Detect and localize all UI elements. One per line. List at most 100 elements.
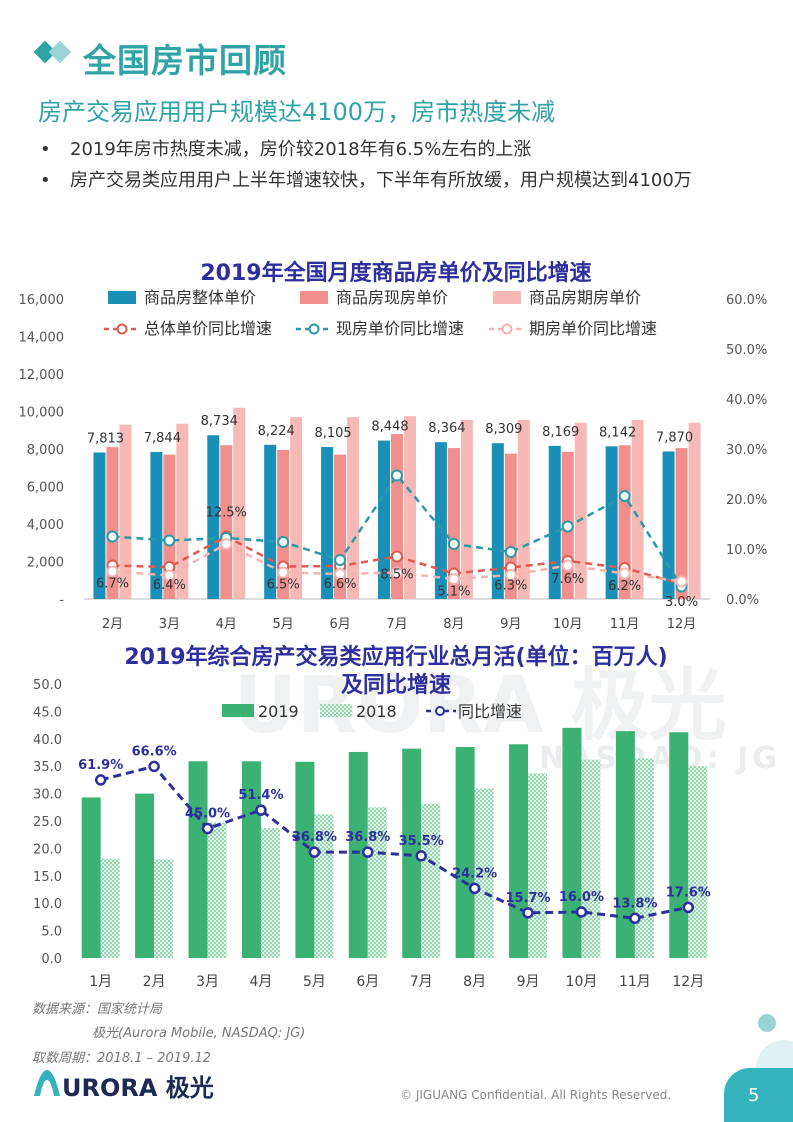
legend-label: 2018 <box>356 702 397 721</box>
bar-data-label: 8,734 <box>201 414 238 429</box>
bar <box>509 744 529 958</box>
y-right-tick-label: 50.0% <box>726 343 767 358</box>
bar <box>675 448 688 599</box>
bar-data-label: 8,309 <box>485 422 522 437</box>
bar <box>207 822 227 958</box>
bar <box>404 416 416 599</box>
bar <box>634 758 654 958</box>
bar <box>295 761 315 958</box>
line-point <box>391 469 403 482</box>
bullet-list: 2019年房市热度未减，房价较2018年有6.5%左右的上涨 房产交易类应用用户… <box>38 137 758 199</box>
line-data-label: 45.0% <box>185 807 230 822</box>
line-point <box>504 569 517 581</box>
page-number-box <box>724 1068 793 1122</box>
y-left-tick-label: 6,000 <box>27 481 64 496</box>
x-tick-label: 8月 <box>443 617 464 632</box>
y-left-tick-label: 12,000 <box>19 368 65 383</box>
line-point <box>575 906 588 918</box>
legend-swatch <box>320 704 352 717</box>
x-tick-label: 9月 <box>500 617 521 632</box>
line-data-label: 61.9% <box>78 758 123 773</box>
legend-swatch <box>493 291 521 304</box>
bar-data-label: 8,169 <box>542 425 579 440</box>
y-right-tick-label: 10.0% <box>726 543 767 558</box>
bar <box>100 858 120 958</box>
x-tick-label: 4月 <box>249 974 272 990</box>
bar <box>176 423 189 599</box>
bar <box>220 445 233 599</box>
y-right-tick-label: 30.0% <box>726 443 767 458</box>
bar <box>460 419 473 599</box>
bar <box>688 422 701 599</box>
bar <box>434 442 447 599</box>
line-data-label: 8.5% <box>380 568 413 583</box>
x-tick-label: 10月 <box>553 617 583 632</box>
bar <box>81 797 101 958</box>
bar <box>615 731 635 958</box>
legend-label: 商品房整体单价 <box>144 288 256 307</box>
y-left-tick-label: 4,000 <box>27 518 64 533</box>
bar <box>662 451 675 599</box>
bar <box>528 773 548 958</box>
y-tick-label: 15.0 <box>33 870 62 885</box>
legend-swatch <box>308 323 320 335</box>
line-point <box>334 568 347 580</box>
bar <box>150 451 163 599</box>
y-tick-label: 50.0 <box>33 678 62 693</box>
line-point <box>618 490 631 502</box>
line-data-label: 17.6% <box>666 885 711 900</box>
legend-label: 2019 <box>258 702 299 721</box>
line-data-label: 6.3% <box>494 579 527 594</box>
bar <box>348 751 368 958</box>
line-point <box>334 554 347 566</box>
legend-label: 期房单价同比增速 <box>529 319 657 338</box>
bar <box>154 859 174 958</box>
bar-data-label: 8,364 <box>428 421 465 436</box>
x-tick-label: 11月 <box>610 617 640 632</box>
y-right-tick-label: 20.0% <box>726 493 767 508</box>
line-data-label: 3.0% <box>665 595 698 610</box>
x-tick-label: 12月 <box>672 974 704 990</box>
x-tick-label: 5月 <box>273 617 294 632</box>
line-data-label: 51.4% <box>238 788 283 803</box>
bar <box>264 444 277 599</box>
line-point <box>415 850 427 862</box>
series-line <box>112 542 682 583</box>
page-subtitle: 房产交易应用用户规模达4100万，房市热度未减 <box>38 98 556 126</box>
line-point <box>94 774 107 786</box>
bar <box>402 748 422 958</box>
chart-title: 2019年综合房产交易类应用行业总月活(单位：百万人) <box>124 644 667 670</box>
x-tick-label: 6月 <box>356 974 379 990</box>
source-line: 数据来源：国家统计局 <box>32 1002 163 1017</box>
x-tick-label: 12月 <box>667 617 697 632</box>
footer-copyright: © JIGUANG Confidential. All Rights Reser… <box>400 1088 672 1102</box>
bar <box>491 443 504 599</box>
legend-label: 商品房期房单价 <box>529 288 641 307</box>
line-point <box>106 565 119 578</box>
line-data-label: 16.0% <box>559 890 604 905</box>
y-left-tick-label: 10,000 <box>19 406 65 421</box>
y-tick-label: 45.0 <box>33 705 62 720</box>
line-point <box>220 538 233 550</box>
price-chart: 2019年全国月度商品房单价及同比增速 - 2,000 4,000 6,000 8,000… <box>19 260 768 632</box>
line-data-label: 6.5% <box>267 578 300 593</box>
bar <box>188 761 208 958</box>
bar <box>455 747 475 958</box>
legend-label: 总体单价同比增速 <box>144 319 272 338</box>
y-tick-label: 0.0 <box>41 952 62 967</box>
bullet-item: 2019年房市热度未减，房价较2018年有6.5%左右的上涨 <box>38 137 758 162</box>
legend-swatch <box>116 323 128 335</box>
y-tick-label: 25.0 <box>33 815 62 830</box>
bar <box>207 435 220 599</box>
line-point <box>391 566 403 579</box>
bar <box>474 788 494 958</box>
y-left-tick-label: 16,000 <box>19 293 65 308</box>
bar <box>605 446 618 599</box>
bar <box>321 447 334 599</box>
x-tick-label: 7月 <box>410 974 433 990</box>
x-tick-label: 3月 <box>159 617 180 632</box>
line-point <box>561 520 574 533</box>
legend-swatch <box>435 706 445 716</box>
line-point <box>362 846 374 858</box>
y-tick-label: 20.0 <box>33 842 62 857</box>
